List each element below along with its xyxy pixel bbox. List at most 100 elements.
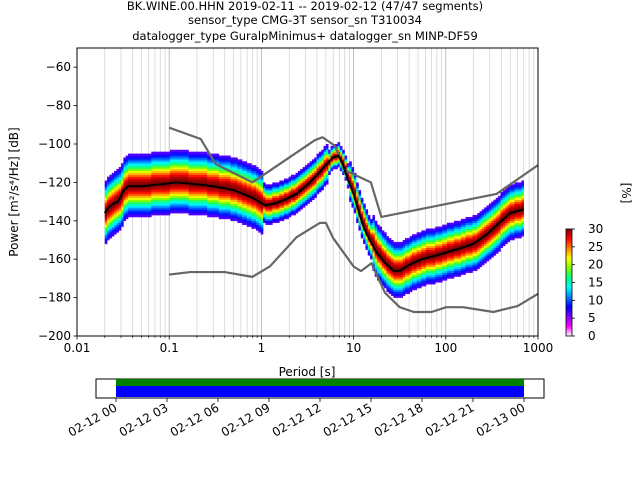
heat-cell — [370, 228, 373, 231]
heat-cell — [493, 240, 497, 243]
heat-cell — [495, 238, 499, 241]
heat-cell — [186, 192, 189, 195]
heat-cell — [207, 211, 210, 214]
heat-cell — [451, 264, 455, 268]
heat-cell — [435, 238, 438, 241]
heat-cell — [148, 207, 152, 210]
heat-cell — [181, 192, 185, 195]
heat-cell — [130, 176, 133, 179]
heat-cell — [244, 186, 248, 189]
heat-cell — [181, 174, 185, 177]
heat-cell — [358, 222, 362, 225]
heat-cell — [242, 205, 245, 208]
heat-cell — [381, 282, 385, 285]
heat-cell — [460, 255, 464, 258]
heat-cell — [249, 168, 252, 172]
heat-cell — [188, 201, 192, 204]
heat-cell — [332, 153, 336, 156]
heat-cell — [190, 207, 194, 210]
heat-cell — [281, 182, 285, 185]
heat-cell — [423, 266, 427, 270]
heat-cell — [507, 209, 511, 212]
heat-cell — [151, 178, 154, 181]
heat-cell — [155, 168, 159, 172]
heat-cell — [237, 215, 241, 218]
heat-cell — [295, 178, 299, 181]
heat-cell — [160, 188, 164, 191]
heat-cell — [107, 190, 110, 193]
heat-cell — [502, 222, 506, 225]
heat-cell — [207, 174, 210, 177]
heat-cell — [409, 236, 413, 239]
heat-cell — [386, 280, 390, 283]
heat-cell — [207, 167, 210, 170]
heat-cell — [230, 172, 234, 176]
heat-cell — [239, 197, 243, 200]
heat-cell — [425, 266, 429, 270]
heat-cell — [325, 159, 329, 162]
heat-cell — [300, 195, 303, 199]
heat-cell — [395, 295, 399, 298]
heat-cell — [416, 232, 420, 235]
heat-cell — [207, 161, 210, 164]
heat-cell — [374, 266, 378, 270]
heat-cell — [330, 155, 334, 158]
heat-cell — [509, 184, 513, 187]
heat-cell — [223, 159, 227, 162]
heat-cell — [500, 201, 504, 204]
heat-cell — [330, 168, 334, 172]
heat-cell — [211, 153, 215, 156]
heat-cell — [325, 178, 329, 181]
heat-cell — [488, 257, 492, 260]
heat-cell — [165, 153, 168, 156]
heat-cell — [107, 216, 110, 220]
heat-cell — [153, 155, 157, 158]
heat-cell — [358, 218, 362, 222]
heat-cell — [474, 218, 478, 222]
heat-cell — [230, 199, 234, 202]
heat-cell — [104, 186, 108, 189]
heat-cell — [279, 182, 282, 185]
heat-cell — [391, 293, 394, 296]
heat-cell — [169, 209, 173, 212]
heat-cell — [283, 207, 287, 210]
heat-cell — [323, 172, 327, 176]
heat-cell — [251, 209, 255, 212]
heat-cell — [463, 249, 466, 252]
heat-cell — [421, 234, 424, 237]
heat-cell — [423, 278, 427, 281]
heat-cell — [381, 264, 385, 268]
heat-cell — [500, 195, 504, 199]
heat-cell — [176, 153, 180, 156]
heat-cell — [425, 264, 429, 268]
heat-cell — [465, 253, 469, 256]
heat-cell — [239, 172, 243, 176]
heat-cell — [195, 174, 199, 177]
heat-cell — [472, 230, 476, 233]
heat-cell — [235, 184, 238, 187]
heat-cell — [258, 195, 262, 199]
heat-cell — [165, 186, 168, 189]
heat-cell — [228, 161, 231, 164]
heat-cell — [430, 247, 434, 250]
heat-cell — [400, 276, 403, 279]
heat-cell — [116, 184, 120, 187]
heat-cell — [425, 247, 429, 250]
heat-cell — [321, 176, 324, 179]
heat-cell — [214, 180, 217, 183]
heat-cell — [148, 153, 152, 156]
heat-cell — [446, 253, 450, 256]
heat-cell — [114, 203, 117, 206]
heat-cell — [479, 213, 483, 216]
heat-cell — [183, 184, 187, 187]
heat-cell — [309, 193, 313, 197]
heat-cell — [335, 144, 338, 147]
heat-cell — [225, 170, 229, 174]
heat-cell — [395, 280, 399, 283]
heat-cell — [239, 168, 243, 172]
heat-cell — [463, 230, 466, 233]
heat-cell — [411, 259, 415, 262]
heat-cell — [300, 193, 303, 197]
heat-cell — [125, 174, 129, 177]
